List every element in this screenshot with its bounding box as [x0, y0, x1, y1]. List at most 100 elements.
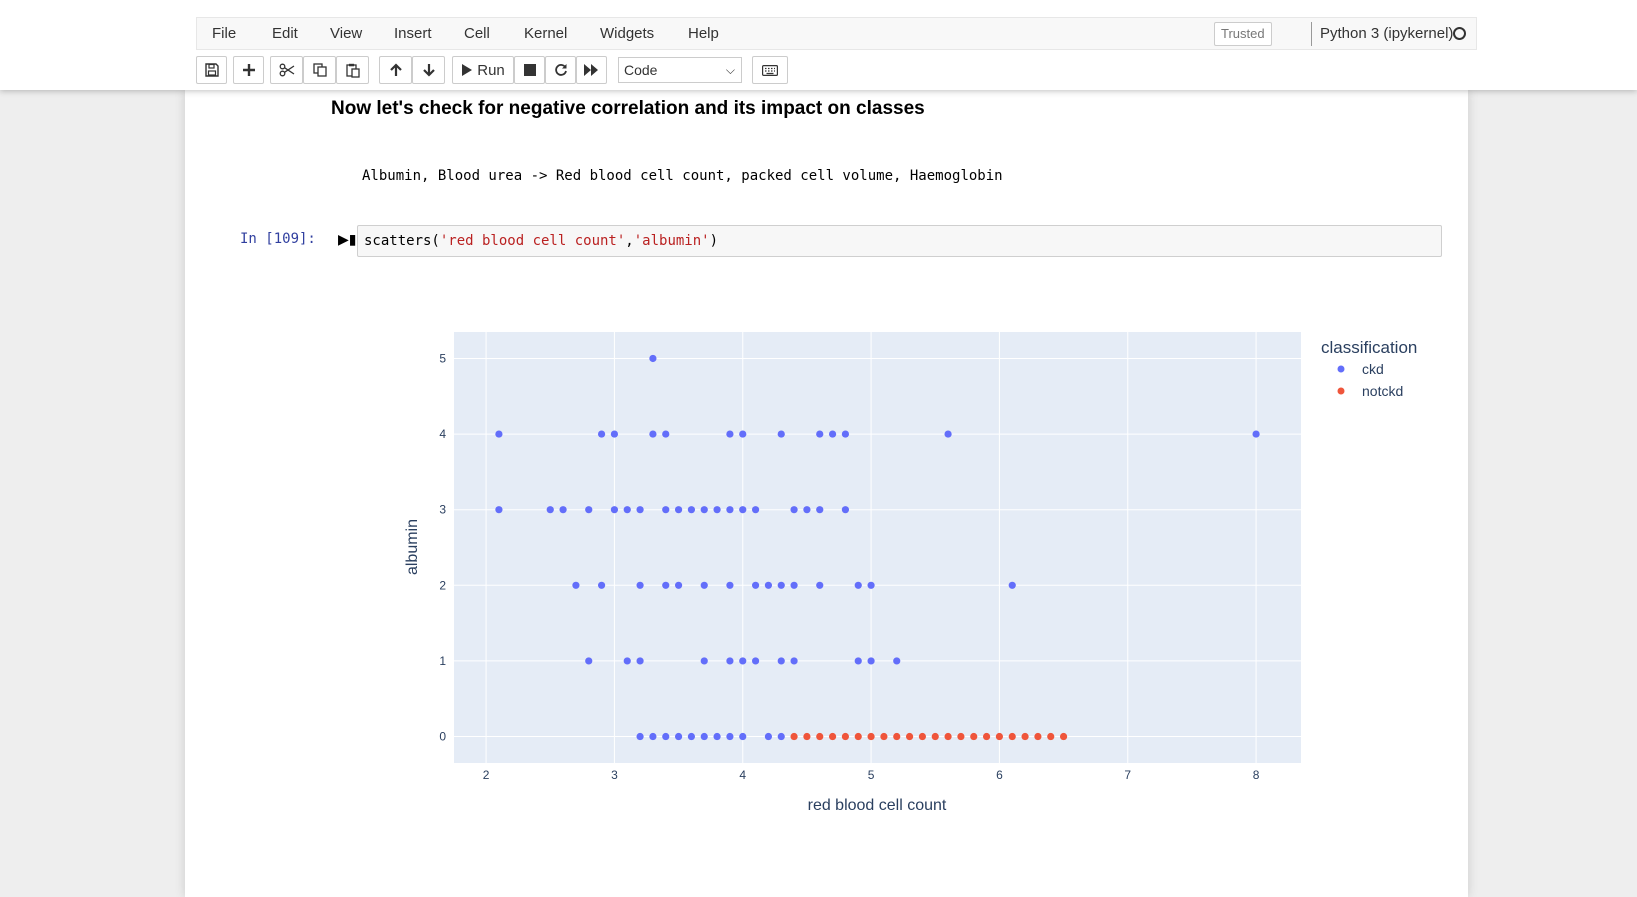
data-point-ckd[interactable] [739, 506, 747, 514]
data-point-ckd[interactable] [777, 581, 785, 589]
run-button[interactable]: Run [452, 56, 514, 84]
data-point-ckd[interactable] [841, 506, 850, 514]
data-point-ckd[interactable] [623, 657, 631, 665]
data-point-ckd[interactable] [700, 657, 708, 665]
data-point-ckd[interactable] [662, 732, 670, 741]
data-point-ckd[interactable] [739, 430, 747, 438]
data-point-ckd[interactable] [687, 506, 696, 514]
data-point-notckd[interactable] [841, 732, 850, 741]
data-point-ckd[interactable] [816, 506, 824, 514]
data-point-notckd[interactable] [893, 732, 901, 741]
menu-view[interactable]: View [330, 25, 363, 42]
data-point-ckd[interactable] [623, 506, 631, 514]
data-point-ckd[interactable] [674, 581, 683, 589]
command-palette-button[interactable] [752, 56, 788, 84]
data-point-ckd[interactable] [726, 732, 734, 741]
data-point-ckd[interactable] [944, 430, 952, 438]
data-point-ckd[interactable] [1252, 430, 1260, 438]
data-point-ckd[interactable] [610, 506, 619, 514]
data-point-ckd[interactable] [649, 430, 657, 438]
legend-label-notckd[interactable]: notckd [1362, 383, 1403, 399]
data-point-ckd[interactable] [828, 430, 837, 438]
data-point-notckd[interactable] [931, 732, 939, 741]
data-point-ckd[interactable] [610, 430, 619, 438]
data-point-ckd[interactable] [662, 506, 670, 514]
move-down-button[interactable] [412, 56, 445, 84]
data-point-ckd[interactable] [674, 732, 683, 741]
data-point-ckd[interactable] [777, 732, 785, 741]
data-point-ckd[interactable] [495, 430, 503, 438]
menu-kernel[interactable]: Kernel [524, 25, 568, 42]
data-point-ckd[interactable] [636, 732, 644, 741]
data-point-notckd[interactable] [1008, 732, 1016, 741]
data-point-ckd[interactable] [751, 506, 760, 514]
data-point-ckd[interactable] [726, 430, 734, 438]
data-point-ckd[interactable] [751, 581, 760, 589]
data-point-notckd[interactable] [790, 732, 798, 741]
data-point-notckd[interactable] [803, 732, 811, 741]
data-point-ckd[interactable] [816, 581, 824, 589]
data-point-ckd[interactable] [700, 732, 708, 741]
data-point-notckd[interactable] [867, 732, 875, 741]
data-point-ckd[interactable] [790, 657, 798, 665]
data-point-notckd[interactable] [828, 732, 837, 741]
data-point-notckd[interactable] [880, 732, 888, 741]
interrupt-button[interactable] [514, 56, 545, 84]
legend[interactable]: ckd notckd [1337, 361, 1404, 399]
save-button[interactable] [196, 56, 227, 84]
data-point-ckd[interactable] [585, 506, 593, 514]
data-point-ckd[interactable] [713, 732, 721, 741]
data-point-ckd[interactable] [841, 430, 850, 438]
trusted-indicator[interactable]: Trusted [1214, 22, 1272, 46]
menu-help[interactable]: Help [688, 25, 719, 42]
menu-edit[interactable]: Edit [272, 25, 298, 42]
data-point-ckd[interactable] [1008, 581, 1016, 589]
legend-label-ckd[interactable]: ckd [1362, 361, 1384, 377]
data-point-ckd[interactable] [649, 354, 657, 363]
data-point-ckd[interactable] [764, 581, 773, 589]
data-point-ckd[interactable] [649, 732, 657, 741]
data-point-ckd[interactable] [751, 657, 760, 665]
data-point-notckd[interactable] [1047, 732, 1055, 741]
data-point-ckd[interactable] [739, 657, 747, 665]
data-point-ckd[interactable] [893, 657, 901, 665]
paste-button[interactable] [336, 56, 369, 84]
data-point-ckd[interactable] [546, 506, 554, 514]
data-point-ckd[interactable] [854, 657, 862, 665]
data-point-ckd[interactable] [726, 581, 734, 589]
data-point-ckd[interactable] [777, 657, 785, 665]
data-point-ckd[interactable] [687, 732, 696, 741]
data-point-notckd[interactable] [905, 732, 914, 741]
scatter-plot[interactable]: 2 3 4 5 6 7 8 0 1 2 3 4 5 red blood cell count albu… [185, 90, 1468, 897]
restart-run-all-button[interactable] [576, 56, 607, 84]
menu-file[interactable]: File [212, 25, 237, 42]
data-point-ckd[interactable] [790, 581, 798, 589]
data-point-ckd[interactable] [636, 657, 644, 665]
data-point-notckd[interactable] [957, 732, 965, 741]
data-point-notckd[interactable] [854, 732, 862, 741]
menu-widgets[interactable]: Widgets [600, 25, 655, 42]
data-point-ckd[interactable] [674, 506, 683, 514]
data-point-ckd[interactable] [559, 506, 567, 514]
data-point-ckd[interactable] [636, 581, 644, 589]
data-point-ckd[interactable] [713, 506, 721, 514]
data-point-notckd[interactable] [944, 732, 952, 741]
data-point-ckd[interactable] [662, 581, 670, 589]
data-point-ckd[interactable] [790, 506, 798, 514]
copy-button[interactable] [303, 56, 336, 84]
data-point-ckd[interactable] [777, 430, 785, 438]
data-point-notckd[interactable] [816, 732, 824, 741]
data-point-ckd[interactable] [803, 506, 811, 514]
data-point-notckd[interactable] [1034, 732, 1042, 741]
data-point-notckd[interactable] [1059, 732, 1068, 741]
data-point-ckd[interactable] [739, 732, 747, 741]
run-cell-icon[interactable]: ▶▮ [338, 231, 357, 247]
data-point-ckd[interactable] [597, 430, 606, 438]
data-point-notckd[interactable] [982, 732, 991, 741]
data-point-ckd[interactable] [636, 506, 644, 514]
data-point-ckd[interactable] [867, 657, 875, 665]
data-point-ckd[interactable] [597, 581, 606, 589]
data-point-ckd[interactable] [585, 657, 593, 665]
cell-type-select[interactable]: Code ⌵ [618, 57, 742, 83]
data-point-notckd[interactable] [918, 732, 927, 741]
